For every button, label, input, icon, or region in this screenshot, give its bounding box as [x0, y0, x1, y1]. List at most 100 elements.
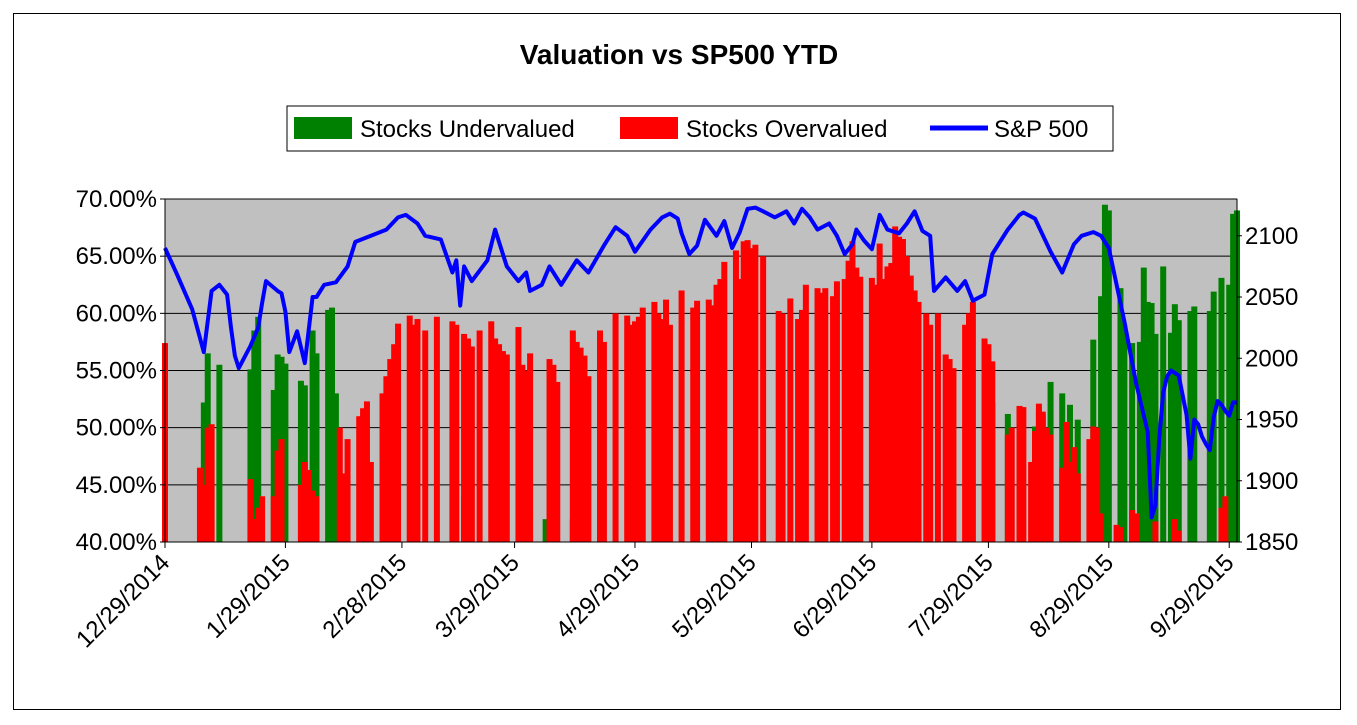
bar-overvalued	[744, 240, 751, 542]
bar-overvalued	[1070, 447, 1077, 542]
bar-undervalued	[1187, 311, 1194, 542]
x-axis-ticks: 12/29/2014 1/29/2015 2/28/2015 3/29/2015 4/2…	[71, 542, 1239, 653]
legend-swatch-overvalued	[620, 117, 678, 139]
bar-overvalued	[1090, 426, 1097, 542]
left-tick-label: 55.00%	[76, 358, 157, 385]
left-tick-label: 65.00%	[76, 243, 157, 270]
bar-overvalued	[923, 313, 930, 542]
bar-overvalued	[787, 298, 794, 542]
bar-overvalued	[989, 361, 996, 542]
bar-undervalued	[1129, 343, 1136, 542]
bar-overvalued	[503, 354, 510, 542]
bar-overvalued	[740, 241, 747, 542]
bar-overvalued	[297, 484, 304, 542]
bar-undervalued	[274, 354, 281, 542]
left-tick-label: 40.00%	[76, 529, 157, 556]
left-tick-label: 45.00%	[76, 472, 157, 499]
bar-undervalued	[1230, 213, 1237, 542]
bar-overvalued	[775, 311, 782, 542]
x-tick-label: 7/29/2015	[904, 549, 999, 644]
bar-undervalued	[251, 330, 258, 542]
legend: Stocks Undervalued Stocks Overvalued S&P…	[286, 105, 1114, 152]
bar-overvalued	[857, 276, 864, 542]
bar-overvalued	[876, 243, 883, 542]
legend-label-sp500: S&P 500	[994, 116, 1088, 143]
bar-undervalued	[1117, 288, 1124, 542]
bar-overvalued	[752, 244, 759, 542]
bar-overvalued	[663, 299, 670, 542]
bar-overvalued	[962, 324, 969, 542]
bar-overvalued	[527, 353, 534, 542]
bar-overvalued	[1222, 496, 1229, 542]
bar-overvalued	[1016, 405, 1023, 542]
bar-overvalued	[577, 347, 584, 542]
bar-overvalued	[981, 338, 988, 542]
bar-overvalued	[464, 338, 471, 542]
bar-overvalued	[779, 313, 786, 542]
bar-undervalued	[313, 353, 320, 542]
bar-overvalued	[356, 416, 363, 542]
bar-overvalued	[395, 323, 402, 542]
right-axis-ticks: 1850 1900 1950 2000 2050 2100	[1237, 223, 1298, 556]
bar-overvalued	[1113, 524, 1120, 542]
bar-overvalued	[340, 473, 347, 542]
bar-overvalued	[573, 341, 580, 542]
bar-overvalued	[732, 250, 739, 542]
x-tick-label: 6/29/2015	[788, 549, 883, 644]
bar-overvalued	[519, 364, 526, 542]
bar-undervalued	[247, 369, 254, 542]
bar-undervalued	[1105, 210, 1112, 542]
bar-undervalued	[1167, 332, 1174, 542]
bar-overvalued	[410, 324, 417, 542]
bar-overvalued	[798, 309, 805, 542]
bar-overvalued	[635, 316, 642, 542]
bar-overvalued	[721, 261, 728, 542]
bar-overvalued	[515, 327, 522, 542]
bar-undervalued	[1218, 277, 1225, 542]
bar-overvalued	[830, 296, 837, 542]
bar-overvalued	[367, 461, 374, 542]
legend-swatch-undervalued	[294, 117, 352, 139]
bar-undervalued	[297, 380, 304, 542]
bar-overvalued	[387, 359, 394, 542]
bar-overvalued	[1043, 427, 1050, 542]
bar-overvalued	[907, 275, 914, 542]
bar-undervalued	[329, 307, 336, 542]
bar-overvalued	[694, 300, 701, 542]
bar-undervalued	[1136, 341, 1143, 542]
bar-overvalued	[1066, 461, 1073, 542]
bar-overvalued	[476, 330, 483, 542]
bar-overvalued	[969, 301, 976, 542]
bar-overvalued	[934, 313, 941, 542]
bar-overvalued	[270, 496, 277, 542]
bar-overvalued	[849, 241, 856, 542]
bar-overvalued	[1175, 530, 1182, 542]
bar-undervalued	[1101, 204, 1108, 542]
bar-overvalued	[379, 393, 386, 542]
bar-overvalued	[363, 401, 370, 542]
x-tick-label: 4/29/2015	[551, 549, 646, 644]
bar-overvalued	[453, 324, 460, 542]
bar-overvalued	[208, 424, 215, 542]
bar-overvalued	[1171, 519, 1178, 542]
bar-overvalued	[1035, 403, 1042, 542]
bar-overvalued	[841, 279, 848, 542]
bar-undervalued	[1121, 325, 1128, 542]
right-tick-label: 1950	[1245, 407, 1298, 434]
bar-overvalued	[845, 260, 852, 542]
bar-overvalued	[884, 266, 891, 542]
bar-overvalued	[651, 301, 658, 542]
bar-overvalued	[892, 226, 899, 542]
bar-overvalued	[880, 279, 887, 542]
bar-overvalued	[655, 313, 662, 542]
bar-undervalued	[1144, 301, 1151, 542]
bar-undervalued	[309, 330, 316, 542]
x-tick-label: 3/29/2015	[430, 549, 525, 644]
bar-overvalued	[499, 351, 506, 542]
bar-overvalued	[1059, 467, 1066, 542]
bar-overvalued	[911, 290, 918, 542]
bar-overvalued	[915, 301, 922, 542]
bar-overvalued	[433, 316, 440, 542]
bar-overvalued	[1152, 521, 1159, 542]
